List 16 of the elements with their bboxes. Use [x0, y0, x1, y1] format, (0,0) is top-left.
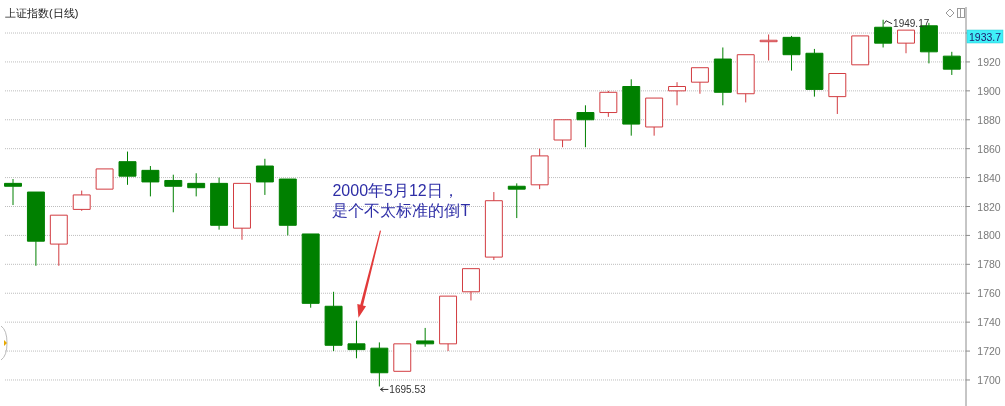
y-tick-label: 1740 — [977, 316, 1001, 329]
y-tick-label: 1880 — [977, 113, 1001, 126]
annotation: 1949.17 — [893, 18, 930, 30]
annotation: 2000年5月12日，是个不太标准的倒T — [332, 181, 471, 219]
chart-title: 上证指数(日线) — [5, 7, 79, 19]
y-tick-label: 1920 — [977, 55, 1001, 68]
y-tick-label: 1780 — [977, 258, 1001, 271]
y-tick-label: 1820 — [977, 200, 1001, 213]
y-tick-label: 1860 — [977, 142, 1001, 155]
y-tick-label: 1800 — [977, 229, 1001, 242]
y-tick-label: 1900 — [977, 84, 1001, 97]
y-tick-label: 1720 — [977, 345, 1001, 358]
y-tick-label: 1760 — [977, 287, 1001, 300]
y-tick-label: 1700 — [977, 373, 1001, 386]
annotation: 1695.53 — [389, 383, 426, 395]
y-tick-label: 1840 — [977, 171, 1001, 184]
